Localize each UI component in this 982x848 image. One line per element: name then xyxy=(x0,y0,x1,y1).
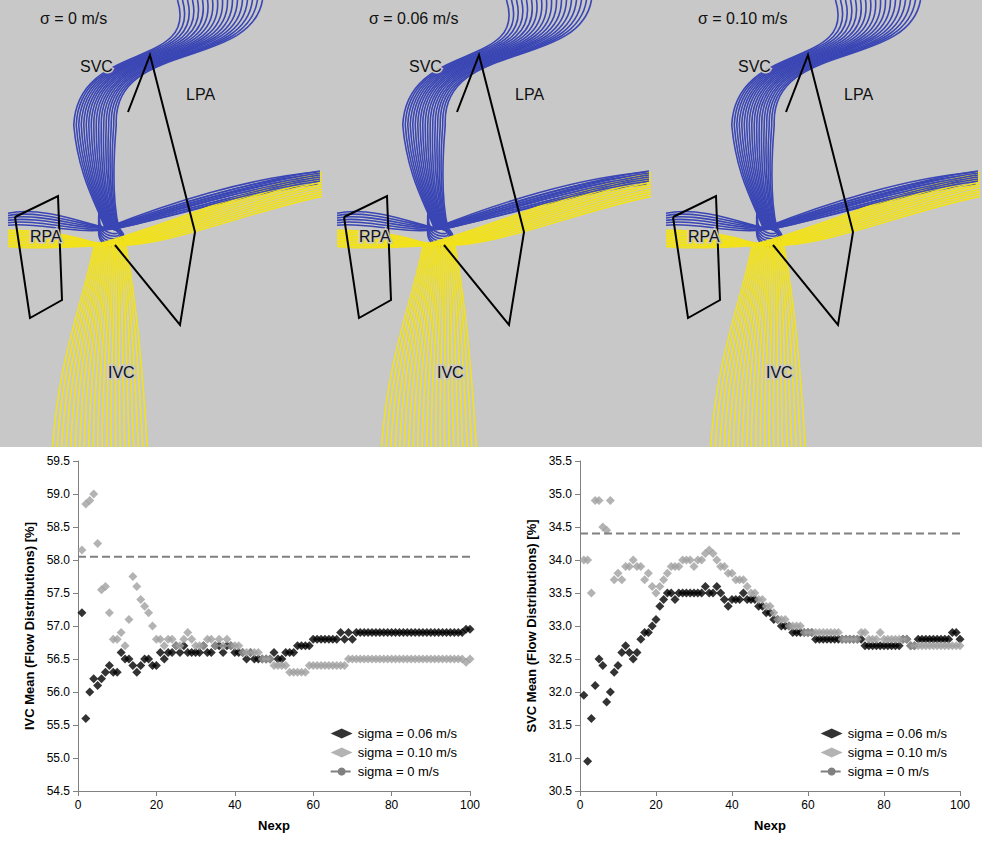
svg-text:LPA: LPA xyxy=(186,86,215,103)
svg-text:35.0: 35.0 xyxy=(549,487,573,501)
svg-text:54.5: 54.5 xyxy=(47,784,71,798)
svg-text:30.5: 30.5 xyxy=(549,784,573,798)
svg-text:IVC: IVC xyxy=(766,364,793,381)
svg-text:80: 80 xyxy=(877,798,891,812)
svg-text:0: 0 xyxy=(75,798,82,812)
svg-text:sigma = 0 m/s: sigma = 0 m/s xyxy=(848,764,930,779)
svg-text:100: 100 xyxy=(460,798,480,812)
svg-text:20: 20 xyxy=(150,798,164,812)
svg-text:SVC: SVC xyxy=(738,58,771,75)
svg-text:32.0: 32.0 xyxy=(549,685,573,699)
svg-text:58.0: 58.0 xyxy=(47,553,71,567)
svg-text:IVC Mean (Flow Distributions): IVC Mean (Flow Distributions) [%] xyxy=(22,522,37,730)
svg-text:20: 20 xyxy=(649,798,663,812)
svg-text:33.5: 33.5 xyxy=(549,586,573,600)
svg-text:34.5: 34.5 xyxy=(549,520,573,534)
svg-text:Nexp: Nexp xyxy=(258,818,290,833)
svg-text:60: 60 xyxy=(801,798,815,812)
svg-text:SVC: SVC xyxy=(409,58,442,75)
svg-text:0: 0 xyxy=(577,798,584,812)
svg-text:33.0: 33.0 xyxy=(549,619,573,633)
svg-text:35.5: 35.5 xyxy=(549,454,573,468)
svg-text:IVC: IVC xyxy=(437,364,464,381)
svg-text:sigma = 0 m/s: sigma = 0 m/s xyxy=(358,764,440,779)
svg-text:31.5: 31.5 xyxy=(549,718,573,732)
svg-text:56.5: 56.5 xyxy=(47,652,71,666)
svg-text:55.5: 55.5 xyxy=(47,718,71,732)
svg-text:34.0: 34.0 xyxy=(549,553,573,567)
svg-text:σ = 0 m/s: σ = 0 m/s xyxy=(40,10,107,27)
svg-text:RPA: RPA xyxy=(359,228,391,245)
svg-text:sigma = 0.06 m/s: sigma = 0.06 m/s xyxy=(848,726,948,741)
svg-text:40: 40 xyxy=(228,798,242,812)
svg-text:57.5: 57.5 xyxy=(47,586,71,600)
svg-text:RPA: RPA xyxy=(30,228,62,245)
svg-text:RPA: RPA xyxy=(688,228,720,245)
svg-text:SVC: SVC xyxy=(80,58,113,75)
svg-text:SVC Mean (Flow Distributions): SVC Mean (Flow Distributions) [%] xyxy=(524,519,539,732)
svg-text:56.0: 56.0 xyxy=(47,685,71,699)
svg-text:sigma = 0.10 m/s: sigma = 0.10 m/s xyxy=(358,745,458,760)
svg-text:59.5: 59.5 xyxy=(47,454,71,468)
svg-text:Nexp: Nexp xyxy=(754,818,786,833)
svg-text:LPA: LPA xyxy=(515,86,544,103)
svg-text:sigma = 0.10 m/s: sigma = 0.10 m/s xyxy=(848,745,948,760)
svg-text:58.5: 58.5 xyxy=(47,520,71,534)
svg-text:40: 40 xyxy=(725,798,739,812)
svg-text:60: 60 xyxy=(307,798,321,812)
svg-text:100: 100 xyxy=(950,798,970,812)
svg-text:31.0: 31.0 xyxy=(549,751,573,765)
svg-text:σ = 0.06 m/s: σ = 0.06 m/s xyxy=(369,10,458,27)
svg-text:80: 80 xyxy=(385,798,399,812)
svg-text:IVC: IVC xyxy=(108,364,135,381)
svg-text:55.0: 55.0 xyxy=(47,751,71,765)
svg-text:57.0: 57.0 xyxy=(47,619,71,633)
svg-text:59.0: 59.0 xyxy=(47,487,71,501)
svg-text:32.5: 32.5 xyxy=(549,652,573,666)
svg-text:σ = 0.10 m/s: σ = 0.10 m/s xyxy=(698,10,787,27)
svg-text:sigma = 0.06 m/s: sigma = 0.06 m/s xyxy=(358,726,458,741)
svg-text:LPA: LPA xyxy=(844,86,873,103)
